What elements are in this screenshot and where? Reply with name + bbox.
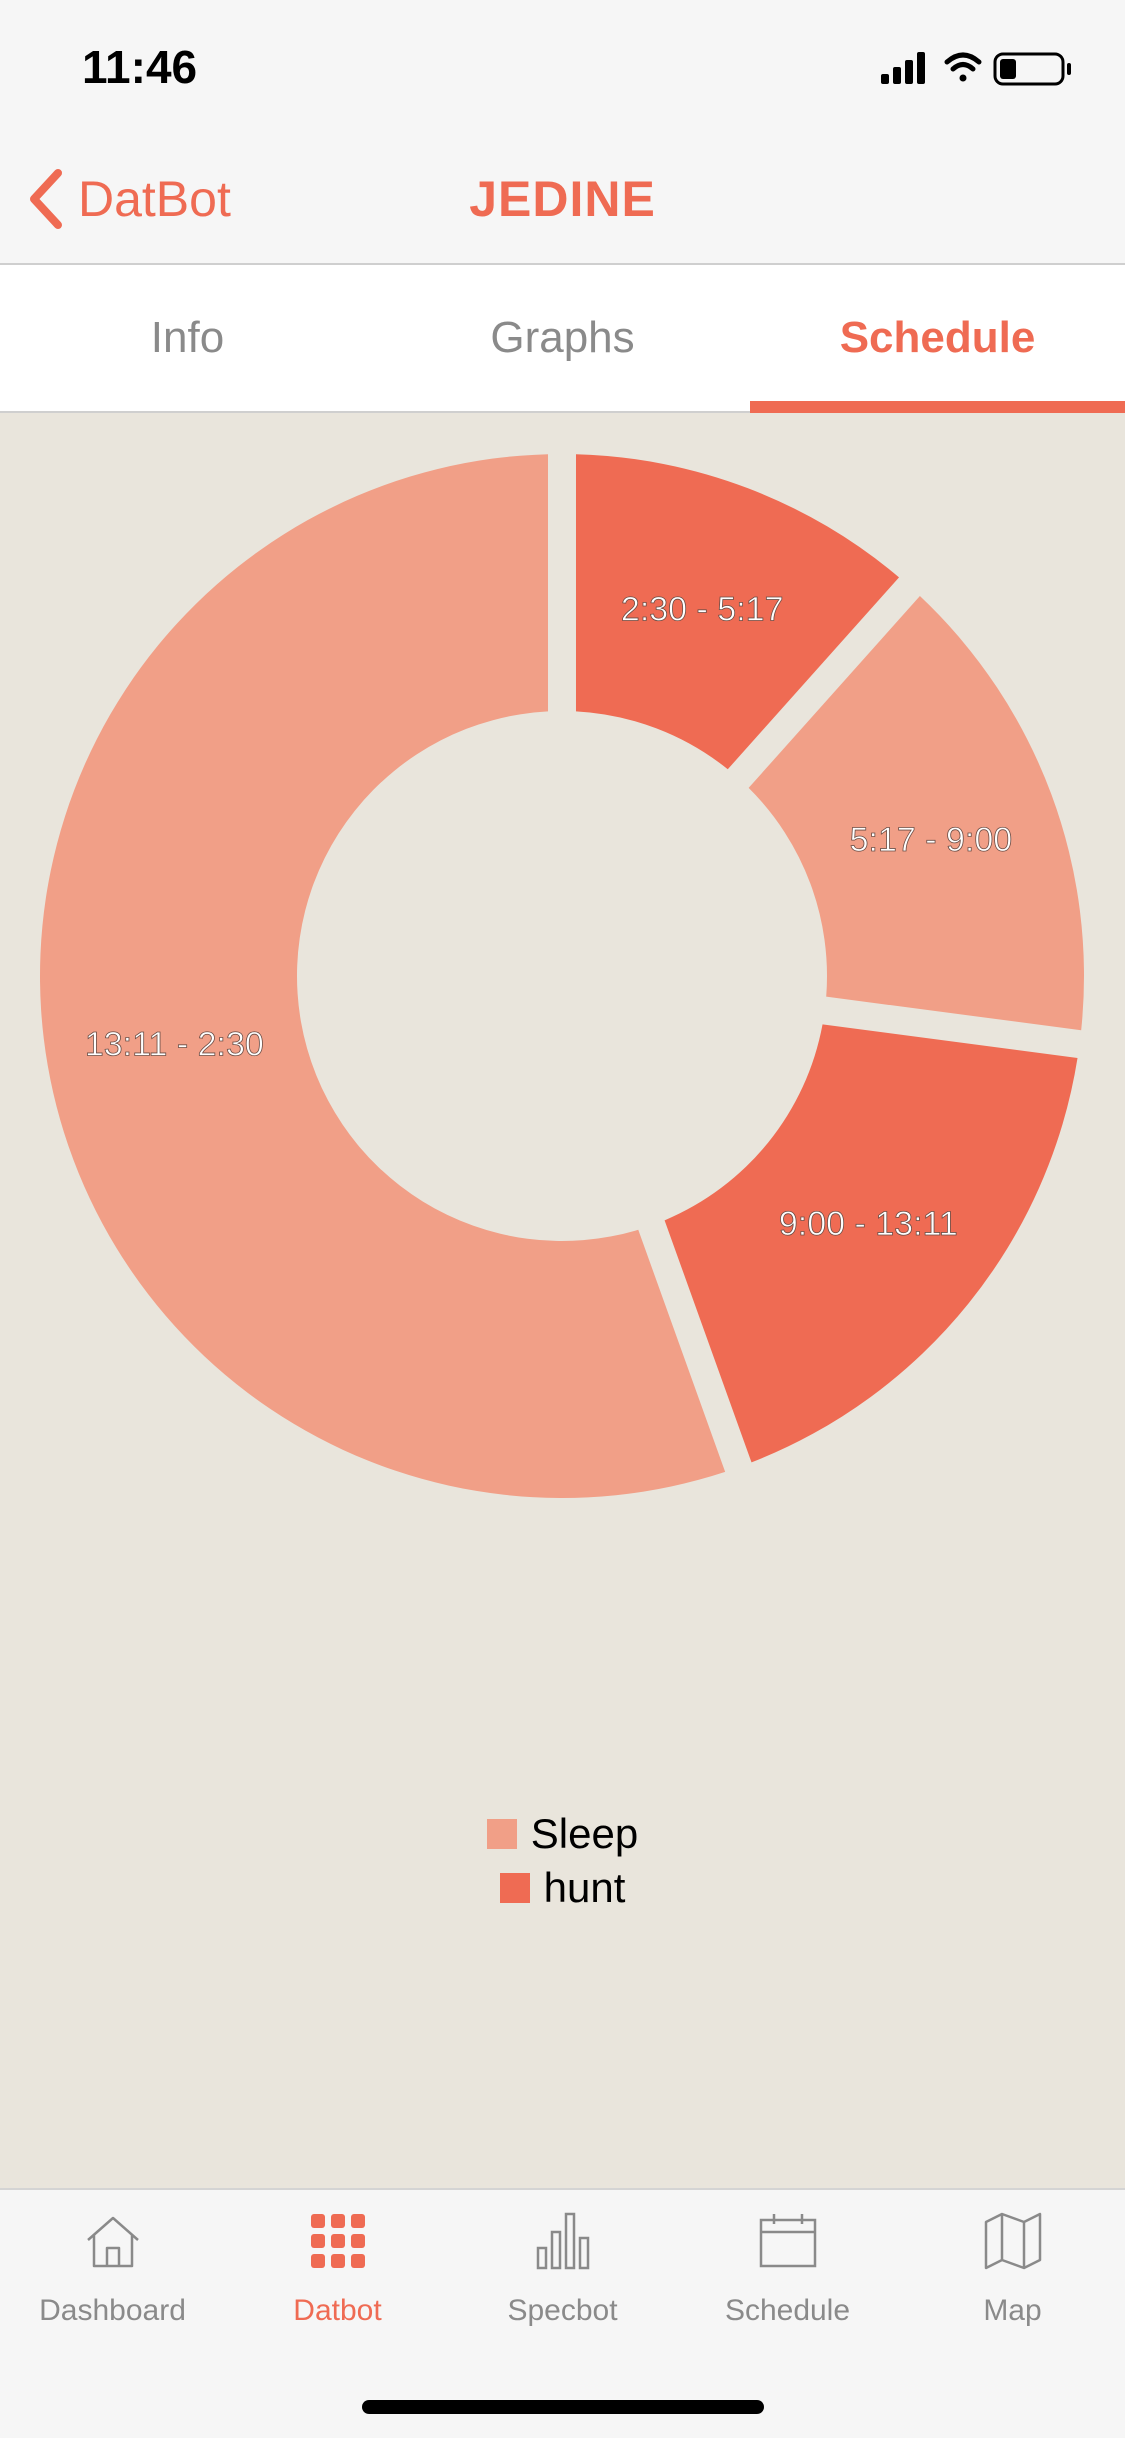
donut-slice-sleep-3[interactable]: [39, 454, 726, 1498]
donut-slice-label-1: 5:17 - 9:00: [850, 821, 1013, 859]
battery-icon: [993, 52, 1071, 86]
donut-slice-label-2: 9:00 - 13:11: [779, 1205, 958, 1243]
legend-swatch-sleep: [486, 1819, 517, 1849]
legend-swatch-hunt: [499, 1873, 530, 1903]
tab-schedule[interactable]: Schedule: [750, 265, 1125, 413]
status-bar: 11:46: [0, 0, 1125, 140]
legend-label-hunt: hunt: [543, 1864, 626, 1911]
tabbar-item-datbot[interactable]: Datbot: [225, 2190, 450, 2360]
tabbar-label-datbot: Datbot: [293, 2294, 382, 2327]
grid-icon: [310, 2214, 365, 2268]
signal-icon: [881, 52, 925, 84]
donut-slice-hunt-2[interactable]: [664, 1024, 1078, 1463]
legend-item-sleep: Sleep: [486, 1810, 639, 1858]
donut-slice-hunt-0[interactable]: [575, 454, 900, 770]
tabbar-item-schedule[interactable]: Schedule: [675, 2190, 900, 2360]
tabbar-item-dashboard[interactable]: Dashboard: [0, 2190, 225, 2360]
tabbar-label-dashboard: Dashboard: [39, 2294, 186, 2327]
status-time: 11:46: [82, 41, 198, 93]
calendar-icon: [759, 2214, 816, 2268]
tabbar-item-map[interactable]: Map: [900, 2190, 1125, 2360]
home-indicator: [362, 2400, 764, 2414]
bar-chart-icon: [536, 2212, 589, 2270]
legend-label-sleep: Sleep: [530, 1810, 639, 1857]
bottom-tab-bar: Dashboard Datbot Specbot: [0, 2188, 1125, 2438]
donut-slice-label-3: 13:11 - 2:30: [85, 1025, 264, 1063]
page-title: JEDINE: [469, 171, 656, 227]
tabbar-label-schedule: Schedule: [724, 2294, 851, 2327]
schedule-donut-chart: 2:30 - 5:17 5:17 - 9:00 9:00 - 13:11 13:11 …: [39, 454, 1085, 1498]
back-label: DatBot: [78, 171, 231, 227]
tabbar-label-specbot: Specbot: [507, 2294, 618, 2327]
donut-slice-sleep-1[interactable]: [748, 596, 1085, 1031]
donut-slice-label-0: 2:30 - 5:17: [621, 590, 784, 628]
navigation-bar: DatBot JEDINE: [0, 140, 1125, 265]
chart-legend: Sleep hunt: [0, 1810, 1125, 1912]
segment-tabs: Info Graphs Schedule: [0, 265, 1125, 413]
tabbar-label-map: Map: [983, 2294, 1042, 2327]
back-button[interactable]: DatBot: [24, 164, 231, 234]
map-icon: [984, 2212, 1041, 2270]
chevron-left-icon: [30, 169, 62, 229]
legend-item-hunt: hunt: [499, 1864, 626, 1912]
status-icons: [881, 52, 1071, 86]
wifi-icon: [944, 52, 982, 82]
tab-graphs[interactable]: Graphs: [490, 313, 635, 362]
tabbar-item-specbot[interactable]: Specbot: [450, 2190, 675, 2360]
tab-info[interactable]: Info: [150, 313, 225, 362]
home-icon: [86, 2216, 139, 2268]
